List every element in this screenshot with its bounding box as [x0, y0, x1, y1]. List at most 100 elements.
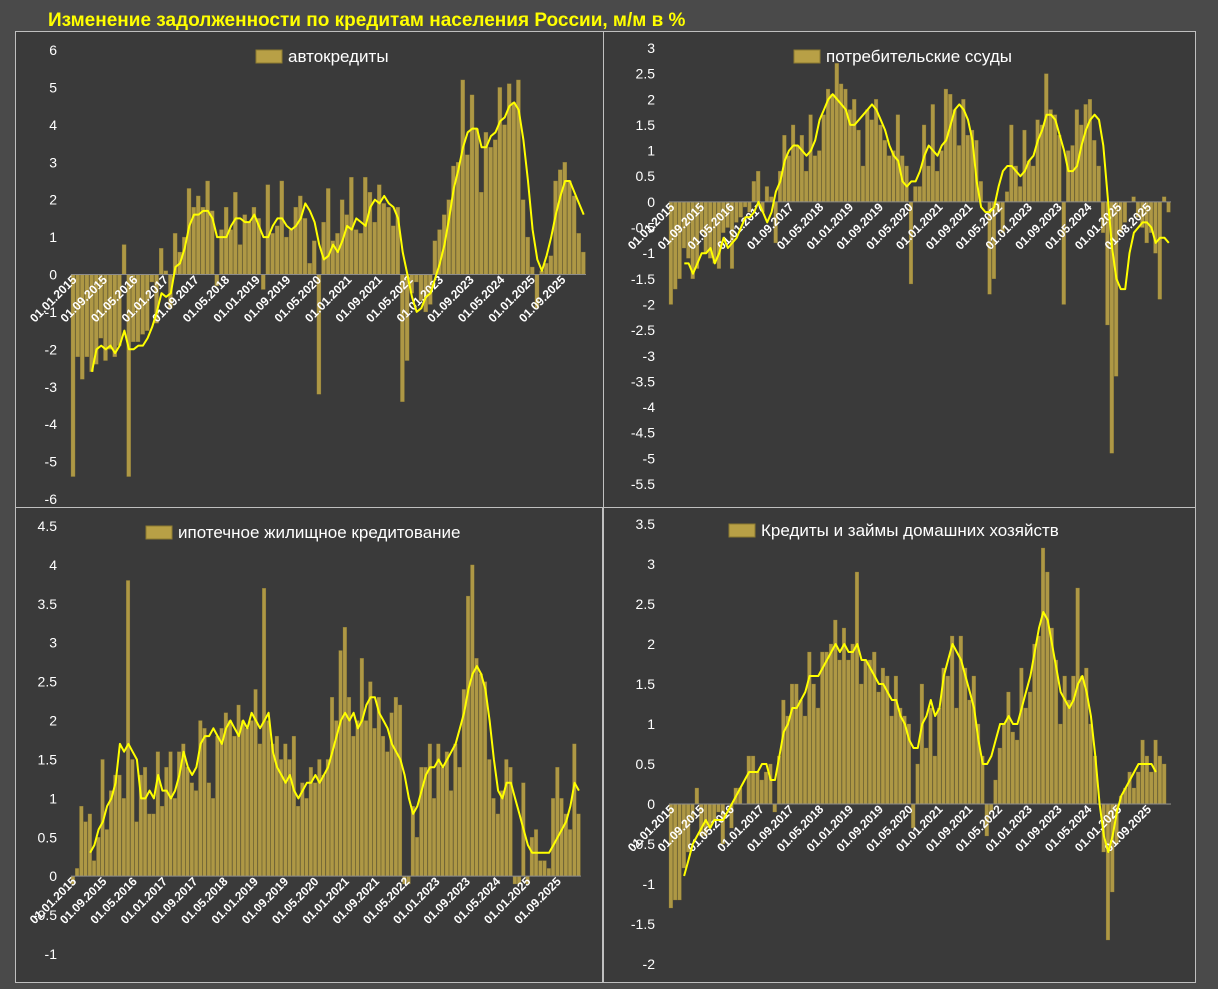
bar — [372, 221, 377, 275]
y-tick-label: -0.5 — [631, 220, 655, 236]
bar — [440, 767, 445, 877]
bar — [756, 170, 761, 203]
bar — [453, 743, 458, 877]
bar — [270, 743, 275, 877]
bar — [474, 658, 479, 877]
bar — [746, 755, 751, 805]
y-tick-label: -4.5 — [631, 425, 655, 441]
bar — [317, 759, 322, 877]
trend-line — [684, 93, 1170, 291]
bar — [511, 102, 516, 275]
bar — [358, 233, 363, 275]
chart-consumer-loans: -5.5 -5 -4.5 -4 -3.5 -3 -2.5 -2 -1.5 -1 -0.5 0 0.5 1 1… — [625, 40, 1171, 492]
bar — [381, 735, 386, 877]
bar — [529, 837, 534, 877]
legend: потребительские ссуды — [793, 47, 1012, 66]
bar — [824, 651, 829, 805]
y-tick-label: -5 — [45, 454, 58, 470]
bar — [483, 681, 488, 877]
bar — [130, 759, 135, 877]
bar — [368, 681, 373, 877]
bar — [928, 707, 933, 805]
chart-auto-loans: -6-5-4-3-2-1012345601.01.201501.09.20150… — [27, 42, 586, 507]
y-tick-label: 1.5 — [636, 676, 656, 692]
bar — [487, 759, 492, 877]
bar — [817, 150, 822, 203]
bar — [1035, 119, 1040, 203]
bar — [878, 124, 883, 203]
bar — [530, 266, 535, 275]
bar — [821, 114, 826, 203]
y-tick-label: 3.5 — [38, 596, 58, 612]
y-tick-label: -5.5 — [631, 476, 655, 492]
bar — [414, 274, 419, 283]
bar — [939, 150, 944, 203]
bar — [538, 860, 543, 877]
bar — [270, 233, 275, 275]
bar — [483, 132, 489, 275]
y-tick-label: -2 — [643, 956, 656, 972]
bar — [313, 782, 318, 877]
bar — [479, 192, 484, 275]
bar — [963, 667, 968, 805]
bar — [1045, 571, 1050, 805]
bar — [274, 225, 280, 275]
bar — [677, 201, 682, 279]
y-tick-label: -1 — [45, 946, 58, 962]
bar — [764, 186, 769, 203]
bar — [321, 221, 326, 275]
bar — [1028, 691, 1033, 805]
bar — [390, 225, 396, 275]
x-axis-ticks: 01.01.201501.09.201501.05.201601.01.2017… — [625, 802, 1154, 855]
bar — [856, 129, 861, 203]
legend-label: потребительские ссуды — [826, 47, 1012, 66]
bar — [155, 751, 160, 877]
legend-label: ипотечное жилищное кредитование — [178, 523, 461, 542]
bar — [284, 236, 289, 275]
bar — [837, 659, 842, 805]
bar — [815, 707, 821, 805]
bar — [151, 813, 156, 877]
bar — [262, 588, 267, 877]
bar — [1157, 755, 1162, 805]
bar — [743, 201, 748, 208]
legend: Кредиты и займы домашних хозяйств — [728, 521, 1059, 540]
bar — [841, 627, 846, 805]
bar — [316, 274, 322, 395]
bar — [497, 87, 503, 275]
bar — [581, 251, 586, 275]
bar — [559, 798, 564, 877]
bar — [1096, 165, 1101, 203]
bar — [1136, 771, 1141, 805]
bar — [344, 214, 349, 275]
bar — [1054, 659, 1059, 805]
bar — [993, 779, 998, 805]
bar — [265, 184, 271, 275]
bar — [283, 743, 288, 877]
bar — [1010, 731, 1015, 805]
bar — [850, 643, 855, 805]
y-tick-label: 4.5 — [38, 518, 58, 534]
bar — [266, 720, 271, 877]
bar — [525, 236, 530, 275]
bar — [398, 704, 403, 877]
bar — [200, 206, 206, 275]
bar — [673, 201, 678, 290]
bar — [393, 697, 398, 877]
bar — [887, 155, 892, 203]
bar — [1061, 201, 1066, 305]
bar — [1070, 145, 1075, 203]
y-tick-label: 1 — [647, 716, 655, 732]
bar — [386, 206, 391, 275]
legend-swatch — [793, 49, 821, 64]
y-tick-label: 2 — [49, 192, 57, 208]
bar — [143, 767, 148, 877]
bar — [296, 805, 301, 877]
y-tick-label: -2 — [45, 341, 58, 357]
bar — [1023, 707, 1028, 805]
bar — [785, 715, 790, 805]
bar — [520, 199, 526, 275]
bar — [880, 667, 885, 805]
bar — [233, 192, 238, 275]
bar — [572, 743, 577, 877]
